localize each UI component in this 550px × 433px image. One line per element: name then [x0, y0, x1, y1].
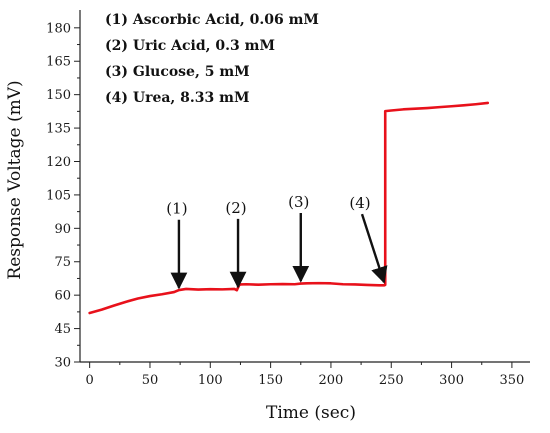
x-tick-label: 300 — [439, 373, 464, 388]
y-tick-label: 135 — [46, 122, 71, 137]
x-axis-title: Time (sec) — [266, 403, 356, 423]
legend-item: (3) Glucose, 5 mM — [105, 64, 250, 80]
legend-item: (2) Uric Acid, 0.3 mM — [105, 38, 275, 54]
annotation-label: (3) — [288, 193, 309, 211]
x-tick-label: 350 — [499, 373, 524, 388]
annotation-label: (1) — [166, 200, 187, 218]
annotation-label: (2) — [225, 199, 246, 217]
x-tick-label: 50 — [142, 373, 159, 388]
y-tick-label: 105 — [46, 188, 71, 203]
y-tick-label: 60 — [54, 289, 71, 304]
y-tick-label: 45 — [54, 322, 71, 337]
y-tick-label: 165 — [46, 55, 71, 70]
legend-item: (4) Urea, 8.33 mM — [105, 90, 249, 106]
series-line — [88, 101, 490, 315]
x-tick-label: 0 — [86, 373, 94, 388]
annotation-arrow — [360, 213, 388, 284]
axes: 0 50 100 150 200 250 300 350 30 45 60 75 90 105 120 135… — [46, 10, 530, 388]
x-tick-label: 100 — [198, 373, 223, 388]
x-tick-label: 250 — [379, 373, 404, 388]
legend-item: (1) Ascorbic Acid, 0.06 mM — [105, 12, 319, 28]
legend: (1) Ascorbic Acid, 0.06 mM (2) Uric Acid,… — [105, 12, 319, 106]
x-tick-label: 150 — [258, 373, 283, 388]
series-layer — [88, 101, 490, 315]
y-tick-label: 150 — [46, 88, 71, 103]
y-tick-label: 30 — [54, 356, 71, 371]
y-axis-title: Response Voltage (mV) — [5, 80, 25, 279]
y-tick-label: 75 — [54, 255, 71, 270]
annotation-label: (4) — [349, 194, 370, 212]
y-tick-label: 180 — [46, 21, 71, 36]
annotations-layer: (1) (2) (3) (4) — [166, 193, 388, 290]
x-tick-label: 200 — [319, 373, 344, 388]
y-tick-label: 120 — [46, 155, 71, 170]
y-tick-label: 90 — [54, 222, 71, 237]
